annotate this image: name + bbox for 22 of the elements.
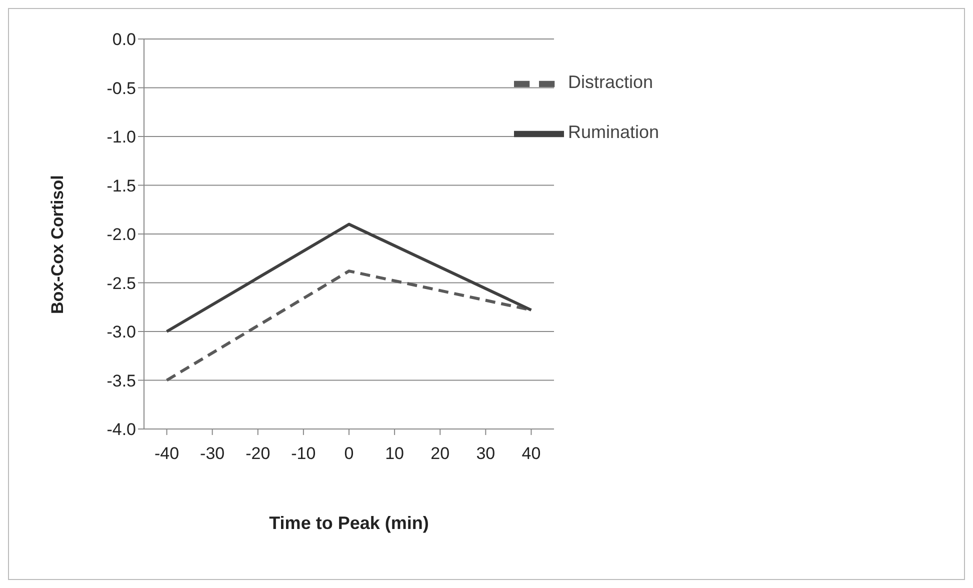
legend-label: Distraction xyxy=(568,72,654,92)
y-tick-label: -3.0 xyxy=(106,322,136,342)
legend-label: Rumination xyxy=(568,122,660,142)
y-tick-label: -1.5 xyxy=(106,176,136,196)
x-tick-label: 20 xyxy=(430,444,450,464)
y-tick-label: -1.0 xyxy=(106,128,136,147)
y-axis-title: Box-Cox Cortisol xyxy=(48,175,68,314)
y-tick-label: -2.5 xyxy=(106,274,136,293)
x-tick-label: -40 xyxy=(154,444,180,464)
y-tick-label: 0.0 xyxy=(112,30,136,50)
x-tick-label: 0 xyxy=(344,444,354,464)
x-tick-label: 30 xyxy=(476,444,496,464)
x-tick-label: -10 xyxy=(291,444,316,464)
x-axis-title: Time to Peak (min) xyxy=(269,513,429,533)
x-tick-label: 40 xyxy=(522,444,541,464)
y-tick-label: -2.0 xyxy=(106,225,136,244)
y-tick-label: -0.5 xyxy=(106,78,136,98)
y-tick-label: -4.0 xyxy=(106,420,136,440)
x-tick-label: 10 xyxy=(385,444,404,464)
x-tick-label: -30 xyxy=(200,444,225,464)
x-tick-label: -20 xyxy=(246,444,270,464)
y-tick-label: -3.5 xyxy=(106,371,136,390)
